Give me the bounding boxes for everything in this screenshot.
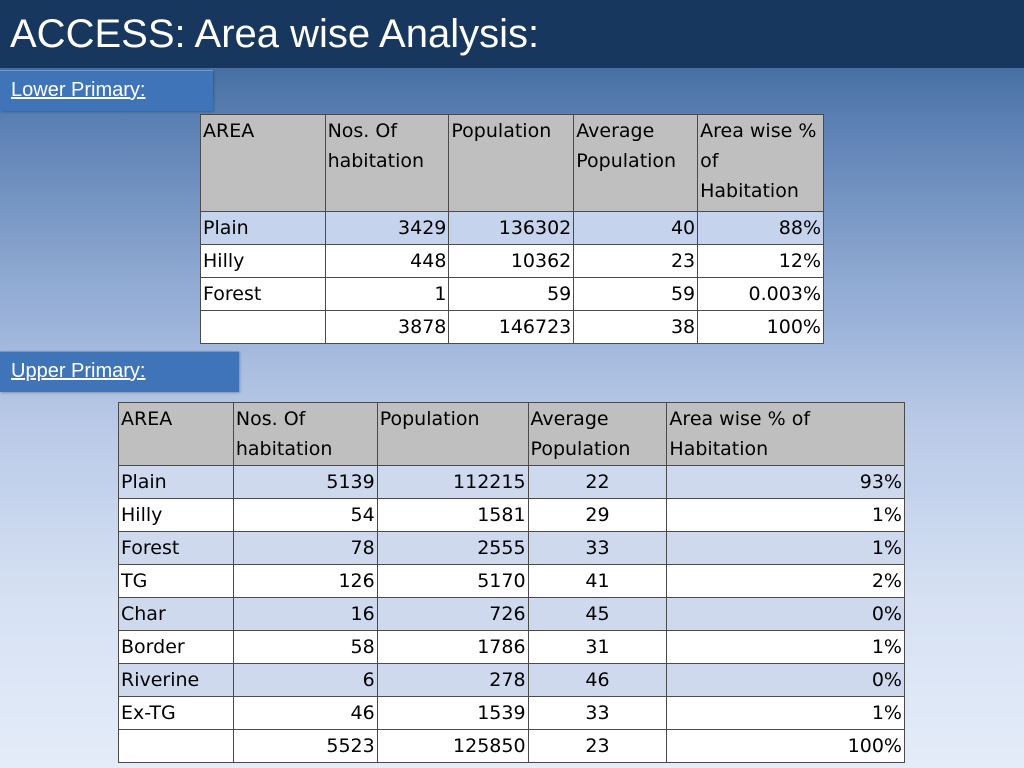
- cell-habitation: 54: [232, 498, 378, 532]
- header-habitation: Nos. Of habitation: [324, 114, 450, 212]
- header-area-percent: Area wise % of Habitation: [697, 114, 824, 212]
- cell-percent: 100%: [697, 310, 824, 344]
- cell-population: 136302: [448, 211, 575, 245]
- header-area: AREA: [200, 114, 326, 212]
- header-area: AREA: [118, 402, 234, 466]
- table-row: Hilly 54 1581 29 1%: [118, 498, 905, 532]
- header-habitation: Nos. Of habitation: [232, 402, 378, 466]
- cell-population: 278: [376, 663, 529, 697]
- cell-area: Ex-TG: [118, 696, 234, 730]
- cell-percent: 1%: [666, 696, 905, 730]
- header-average-population: Average Population: [527, 402, 668, 466]
- table-row: TG 126 5170 41 2%: [118, 564, 905, 598]
- cell-area: [118, 729, 234, 763]
- upper-primary-tag[interactable]: Upper Primary:: [0, 351, 239, 392]
- cell-population: 112215: [376, 465, 529, 499]
- title-bar: ACCESS: Area wise Analysis:: [0, 0, 1024, 68]
- cell-percent: 1%: [666, 498, 905, 532]
- cell-population: 1539: [376, 696, 529, 730]
- table-row: Forest 78 2555 33 1%: [118, 531, 905, 565]
- lower-primary-tag[interactable]: Lower Primary:: [0, 70, 213, 111]
- table-row: Hilly 448 10362 23 12%: [200, 244, 824, 278]
- cell-habitation: 46: [232, 696, 378, 730]
- cell-percent: 100%: [666, 729, 905, 763]
- cell-habitation: 58: [232, 630, 378, 664]
- cell-average: 41: [527, 564, 668, 598]
- cell-area: Char: [118, 597, 234, 631]
- cell-percent: 0%: [666, 663, 905, 697]
- cell-area: [200, 310, 326, 344]
- cell-population: 1786: [376, 630, 529, 664]
- table-row: Char 16 726 45 0%: [118, 597, 905, 631]
- cell-habitation: 448: [324, 244, 450, 278]
- cell-percent: 2%: [666, 564, 905, 598]
- cell-average: 31: [527, 630, 668, 664]
- table-row: Forest 1 59 59 0.003%: [200, 277, 824, 311]
- lower-primary-label[interactable]: Lower Primary:: [11, 79, 146, 101]
- cell-habitation: 126: [232, 564, 378, 598]
- cell-habitation: 3878: [324, 310, 450, 344]
- cell-population: 125850: [376, 729, 529, 763]
- table-header-row: AREA Nos. Of habitation Population Avera…: [200, 114, 824, 212]
- table-total-row: 5523 125850 23 100%: [118, 729, 905, 763]
- table-total-row: 3878 146723 38 100%: [200, 310, 824, 344]
- cell-percent: 0%: [666, 597, 905, 631]
- cell-habitation: 78: [232, 531, 378, 565]
- header-area-percent: Area wise % of Habitation: [666, 402, 905, 466]
- cell-average: 22: [527, 465, 668, 499]
- cell-average: 45: [527, 597, 668, 631]
- upper-primary-label[interactable]: Upper Primary:: [11, 360, 146, 382]
- cell-population: 2555: [376, 531, 529, 565]
- cell-population: 10362: [448, 244, 575, 278]
- cell-area: TG: [118, 564, 234, 598]
- cell-population: 1581: [376, 498, 529, 532]
- table-row: Plain 5139 112215 22 93%: [118, 465, 905, 499]
- cell-habitation: 5139: [232, 465, 378, 499]
- cell-average: 23: [573, 244, 699, 278]
- cell-area: Border: [118, 630, 234, 664]
- cell-average: 46: [527, 663, 668, 697]
- cell-average: 29: [527, 498, 668, 532]
- cell-habitation: 6: [232, 663, 378, 697]
- table-header-row: AREA Nos. Of habitation Population Avera…: [118, 402, 905, 466]
- cell-area: Forest: [118, 531, 234, 565]
- header-average-population: Average Population: [573, 114, 699, 212]
- slide-title: ACCESS: Area wise Analysis:: [10, 12, 540, 56]
- cell-average: 38: [573, 310, 699, 344]
- cell-percent: 93%: [666, 465, 905, 499]
- table-row: Riverine 6 278 46 0%: [118, 663, 905, 697]
- table-row: Plain 3429 136302 40 88%: [200, 211, 824, 245]
- cell-population: 726: [376, 597, 529, 631]
- cell-percent: 0.003%: [697, 277, 824, 311]
- cell-habitation: 1: [324, 277, 450, 311]
- table-row: Ex-TG 46 1539 33 1%: [118, 696, 905, 730]
- cell-area: Hilly: [118, 498, 234, 532]
- cell-average: 40: [573, 211, 699, 245]
- cell-area: Plain: [118, 465, 234, 499]
- cell-average: 33: [527, 531, 668, 565]
- cell-area: Riverine: [118, 663, 234, 697]
- cell-percent: 88%: [697, 211, 824, 245]
- cell-population: 5170: [376, 564, 529, 598]
- lower-primary-table: AREA Nos. Of habitation Population Avera…: [200, 114, 824, 344]
- cell-habitation: 5523: [232, 729, 378, 763]
- header-population: Population: [376, 402, 529, 466]
- cell-percent: 1%: [666, 531, 905, 565]
- cell-average: 59: [573, 277, 699, 311]
- cell-population: 59: [448, 277, 575, 311]
- table-row: Border 58 1786 31 1%: [118, 630, 905, 664]
- cell-habitation: 3429: [324, 211, 450, 245]
- cell-area: Hilly: [200, 244, 326, 278]
- cell-average: 33: [527, 696, 668, 730]
- cell-population: 146723: [448, 310, 575, 344]
- header-population: Population: [448, 114, 575, 212]
- cell-area: Plain: [200, 211, 326, 245]
- cell-habitation: 16: [232, 597, 378, 631]
- upper-primary-table: AREA Nos. Of habitation Population Avera…: [118, 402, 905, 763]
- cell-average: 23: [527, 729, 668, 763]
- cell-percent: 1%: [666, 630, 905, 664]
- cell-area: Forest: [200, 277, 326, 311]
- cell-percent: 12%: [697, 244, 824, 278]
